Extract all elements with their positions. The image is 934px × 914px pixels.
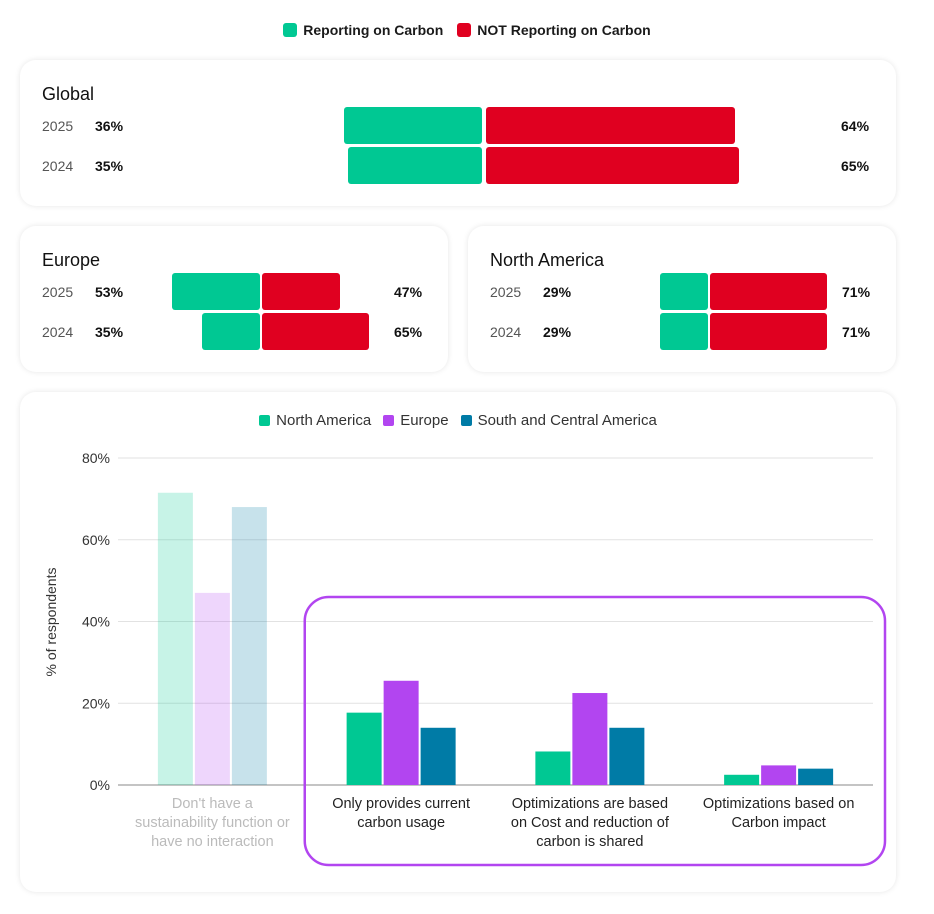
north-america-title: North America: [490, 250, 605, 270]
global-reporting-2025: 36%: [95, 118, 124, 134]
europe-year-2025: 2025: [42, 284, 74, 300]
north-america-reporting-2025: 29%: [543, 284, 572, 300]
x-tick-label: Only provides current: [332, 796, 470, 812]
bar-chart-legend: North America Europe South and Central A…: [20, 412, 896, 429]
global-bar-reporting-2024: [348, 147, 482, 184]
europe-title: Europe: [42, 250, 101, 270]
y-axis-label: % of respondents: [43, 568, 59, 677]
x-tick-label: on Cost and reduction of: [511, 815, 670, 831]
x-tick-label: Optimizations are based: [512, 796, 668, 812]
x-tick-label: carbon is shared: [536, 834, 643, 850]
europe-reporting-2025: 53%: [95, 284, 124, 300]
x-tick-label: Carbon impact: [731, 815, 825, 831]
bar-chart: 0% 20% 40% 60% 80% % of respondents Don't have…: [43, 450, 887, 867]
legend-label-not-reporting: NOT Reporting on Carbon: [477, 22, 651, 38]
bar: [724, 774, 760, 785]
y-tick-label: 0%: [90, 777, 110, 793]
bar: [194, 592, 230, 785]
legend-swatch-north-america: [259, 415, 271, 426]
europe-bar-not-reporting-2024: [262, 313, 369, 350]
north-america-bar-not-reporting-2024: [710, 313, 827, 350]
global-year-2025: 2025: [42, 118, 74, 134]
x-tick-label: carbon usage: [357, 815, 445, 831]
y-tick-label: 80%: [82, 450, 110, 466]
bar: [383, 680, 419, 785]
x-tick-label: sustainability function or: [135, 815, 290, 831]
europe-bar-not-reporting-2025: [262, 273, 340, 310]
north-america-reporting-2024: 29%: [543, 324, 572, 340]
europe-year-2024: 2024: [42, 324, 74, 340]
bar: [609, 727, 645, 785]
legend-item-north-america: North America: [259, 412, 371, 429]
x-tick-label: have no interaction: [151, 834, 274, 850]
x-tick-label: Optimizations based on: [703, 796, 855, 812]
legend-item-south-central-america: South and Central America: [460, 412, 657, 429]
bar: [572, 693, 608, 785]
global-not-reporting-2024: 65%: [841, 158, 870, 174]
legend-label-north-america: North America: [276, 412, 372, 429]
north-america-not-reporting-2025: 71%: [842, 284, 871, 300]
bar: [420, 727, 456, 785]
north-america-year-2024: 2024: [490, 324, 522, 340]
x-tick-label: Don't have a: [172, 796, 254, 812]
north-america-bar-reporting-2024: [660, 313, 708, 350]
global-title: Global: [42, 84, 95, 104]
top-legend: Reporting on Carbon NOT Reporting on Car…: [0, 22, 934, 38]
europe-not-reporting-2024: 65%: [394, 324, 423, 340]
bar: [535, 751, 571, 785]
legend-item-not-reporting: NOT Reporting on Carbon: [457, 22, 651, 38]
legend-label-south-central-america: South and Central America: [477, 412, 657, 429]
north-america-bar-reporting-2025: [660, 273, 708, 310]
legend-item-europe: Europe: [383, 412, 449, 429]
global-reporting-2024: 35%: [95, 158, 124, 174]
legend-swatch-europe: [383, 415, 395, 426]
legend-swatch-reporting: [283, 23, 298, 37]
europe-reporting-2024: 35%: [95, 324, 124, 340]
global-bar-not-reporting-2025: [486, 107, 735, 144]
north-america-not-reporting-2024: 71%: [842, 324, 871, 340]
europe-bar-reporting-2025: [172, 273, 260, 310]
legend-swatch-south-central-america: [460, 415, 472, 426]
bar: [761, 765, 797, 785]
legend-swatch-not-reporting: [457, 23, 472, 37]
legend-item-reporting: Reporting on Carbon: [283, 22, 443, 38]
global-not-reporting-2025: 64%: [841, 118, 870, 134]
europe-card: Europe 2025 53% 47% 2024 35% 65%: [20, 226, 448, 372]
bar: [798, 768, 834, 785]
europe-bar-reporting-2024: [202, 313, 260, 350]
y-tick-label: 60%: [82, 532, 110, 548]
north-america-year-2025: 2025: [490, 284, 522, 300]
global-bar-reporting-2025: [344, 107, 482, 144]
highlight-box: [303, 595, 887, 867]
bar-chart-card: North America Europe South and Central A…: [20, 392, 896, 892]
bar: [231, 507, 267, 785]
y-tick-label: 40%: [82, 614, 110, 630]
global-bar-not-reporting-2024: [486, 147, 739, 184]
legend-label-reporting: Reporting on Carbon: [303, 22, 444, 38]
north-america-bar-not-reporting-2025: [710, 273, 827, 310]
y-tick-label: 20%: [82, 695, 110, 711]
global-year-2024: 2024: [42, 158, 74, 174]
bar: [346, 712, 382, 785]
legend-label-europe: Europe: [400, 412, 449, 429]
north-america-card: North America 2025 29% 71% 2024 29% 71%: [468, 226, 896, 372]
europe-not-reporting-2025: 47%: [394, 284, 423, 300]
bar: [157, 492, 193, 785]
global-card: Global 2025 36% 64% 2024 35% 65%: [20, 60, 896, 206]
